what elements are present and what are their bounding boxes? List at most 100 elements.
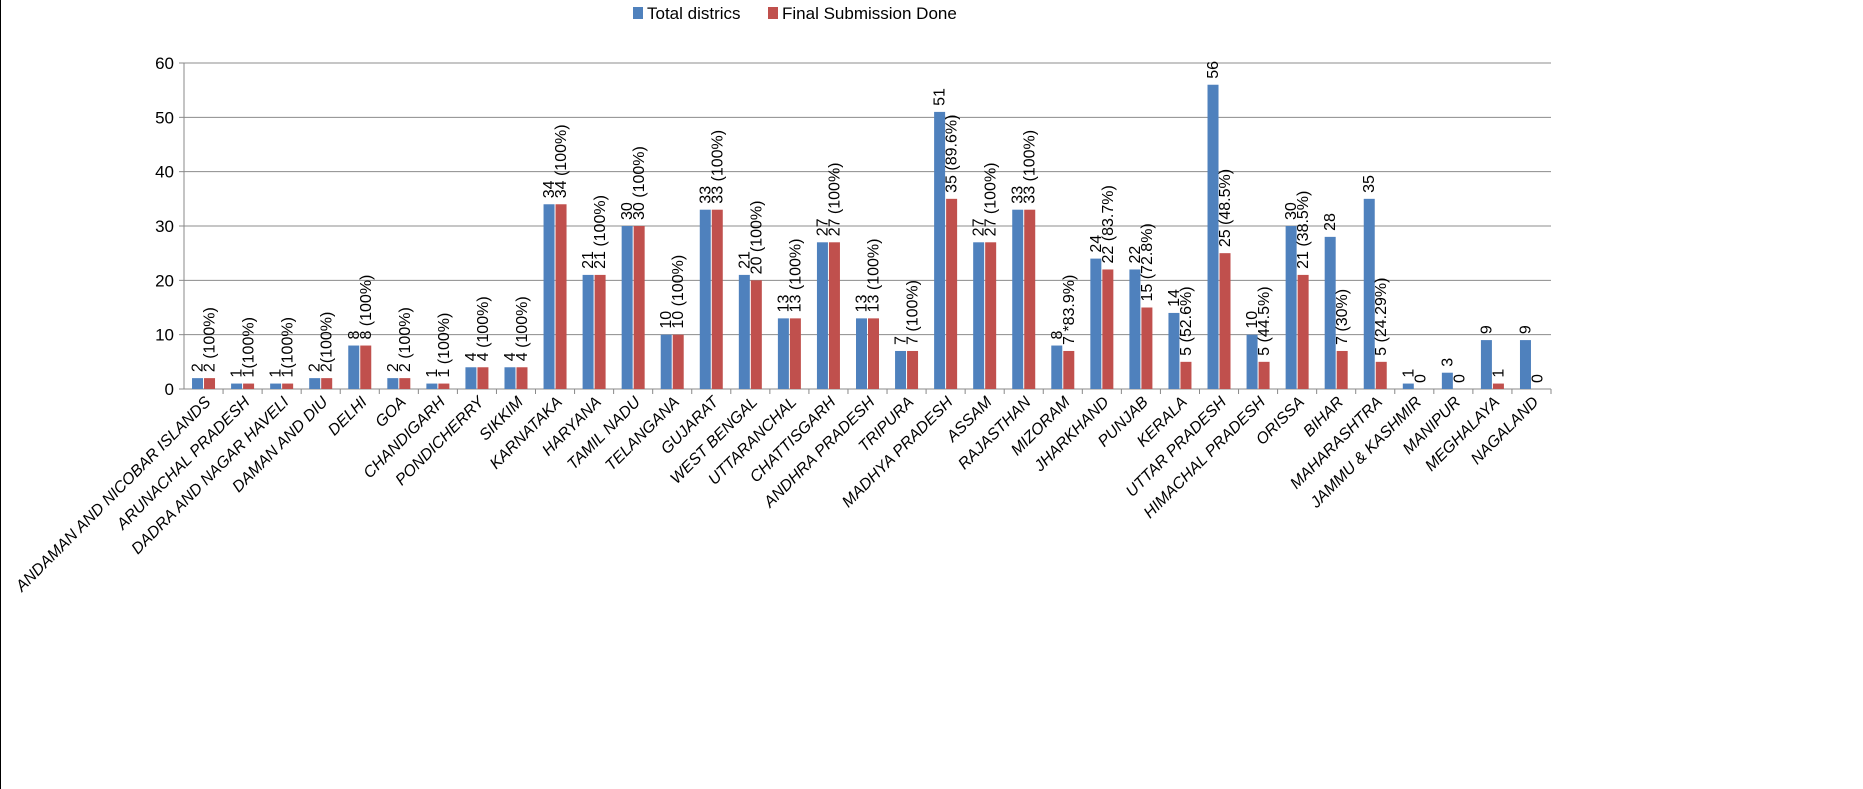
- data-label-total-districts: 10: [658, 311, 675, 329]
- bar-final-submission: [750, 280, 762, 389]
- bar-final-submission: [1297, 274, 1309, 389]
- data-label-final-submission: 33 (100%): [1022, 130, 1039, 204]
- bar-final-submission: [516, 367, 528, 389]
- data-label-total-districts: 33: [697, 186, 714, 204]
- data-label-total-districts: 2: [307, 363, 324, 372]
- y-tick-label: 10: [155, 326, 174, 345]
- bar-final-submission: [868, 318, 879, 389]
- bar-total-districts: [1129, 269, 1141, 389]
- bar-final-submission: [204, 378, 216, 389]
- data-label-total-districts: 8: [346, 331, 363, 340]
- bar-final-submission: [1336, 350, 1348, 389]
- data-label-final-submission: 7 *83.9%): [1061, 275, 1078, 345]
- y-tick-label: 30: [155, 217, 174, 236]
- bar-final-submission: [672, 334, 684, 389]
- bar-final-submission: [321, 378, 333, 389]
- y-tick-label: 0: [165, 380, 174, 399]
- bar-final-submission: [1219, 253, 1231, 389]
- bar-total-districts: [895, 350, 907, 389]
- bar-final-submission: [985, 242, 997, 389]
- bar-total-districts: [426, 383, 438, 389]
- data-label-total-districts: 9: [1517, 325, 1534, 334]
- y-tick-label: 20: [155, 271, 174, 290]
- data-label-total-districts: 35: [1361, 175, 1378, 193]
- data-label-total-districts: 10: [1244, 311, 1261, 329]
- bar-final-submission: [907, 350, 919, 389]
- legend-swatch-total-districts: [633, 7, 643, 19]
- data-label-final-submission: 2 (100%): [397, 307, 414, 372]
- data-label-final-submission: 5 (44.5%): [1256, 286, 1273, 355]
- bar-total-districts: [504, 367, 516, 389]
- data-label-total-districts: 2: [385, 363, 402, 372]
- bar-total-districts: [1090, 258, 1102, 389]
- bar-total-districts: [1246, 334, 1258, 389]
- data-label-total-districts: 8: [1049, 331, 1066, 340]
- data-label-total-districts: 4: [502, 352, 519, 361]
- data-label-final-submission: 1(100%): [241, 317, 258, 377]
- data-label-total-districts: 24: [1088, 235, 1105, 253]
- bar-final-submission: [1102, 269, 1114, 389]
- bar-final-submission: [477, 367, 489, 389]
- bar-total-districts: [934, 111, 946, 390]
- bar-total-districts: [1207, 84, 1219, 389]
- data-label-total-districts: 34: [541, 180, 558, 198]
- data-label-final-submission: 35 (89.6%): [944, 115, 961, 193]
- data-label-final-submission: 2(100%): [319, 312, 336, 372]
- data-label-final-submission: 15 (72.8%): [1139, 223, 1156, 301]
- data-label-total-districts: 14: [1166, 289, 1183, 307]
- bar-total-districts: [621, 226, 633, 389]
- data-label-total-districts: 9: [1478, 325, 1495, 334]
- data-label-total-districts: 22: [1127, 246, 1144, 264]
- x-tick-label: DELHI: [325, 393, 371, 439]
- data-label-final-submission: 33 (100%): [709, 130, 726, 204]
- data-label-final-submission: 21 (38.5%): [1295, 191, 1312, 269]
- data-label-final-submission: 8 (100%): [358, 275, 375, 340]
- bar-final-submission: [243, 383, 255, 389]
- bar-final-submission: [1258, 361, 1270, 389]
- data-label-final-submission: 7 (30%): [1334, 289, 1351, 345]
- bar-final-submission: [633, 226, 645, 389]
- data-label-final-submission: 10 (100%): [670, 255, 687, 329]
- bar-total-districts: [1012, 209, 1024, 389]
- data-label-final-submission: 4 (100%): [514, 296, 531, 361]
- bar-final-submission: [399, 378, 411, 389]
- bar-total-districts: [231, 383, 243, 389]
- data-label-total-districts: 51: [932, 88, 949, 106]
- data-label-total-districts: 1: [268, 369, 285, 378]
- bar-final-submission: [946, 198, 958, 389]
- bar-total-districts: [973, 242, 985, 389]
- bar-total-districts: [1441, 372, 1453, 389]
- bar-total-districts: [1480, 340, 1492, 389]
- data-label-final-submission: 0: [1529, 374, 1546, 383]
- data-label-final-submission: 34 (100%): [553, 124, 570, 198]
- data-label-final-submission: 1: [1490, 369, 1507, 378]
- data-label-final-submission: 0: [1412, 374, 1429, 383]
- bar-final-submission: [1141, 307, 1153, 389]
- data-label-total-districts: 21: [736, 251, 753, 269]
- data-label-total-districts: 28: [1322, 213, 1339, 231]
- bar-final-submission: [1375, 361, 1387, 389]
- data-label-final-submission: 27 (100%): [826, 162, 843, 236]
- data-label-total-districts: 13: [854, 294, 871, 312]
- bar-final-submission: [438, 383, 450, 389]
- bar-total-districts: [543, 204, 555, 389]
- data-label-final-submission: 13 (100%): [787, 239, 804, 313]
- bars: [192, 84, 1531, 390]
- bar-total-districts: [1168, 312, 1180, 389]
- data-label-final-submission: 27 (100%): [983, 162, 1000, 236]
- data-label-total-districts: 30: [1283, 202, 1300, 220]
- data-label-final-submission: 7 (100%): [905, 280, 922, 345]
- bar-final-submission: [1063, 350, 1075, 389]
- data-label-final-submission: 13 (100%): [866, 239, 883, 313]
- data-label-final-submission: 25 (48.5%): [1217, 169, 1234, 247]
- x-tick-label: DADRA AND NAGAR HAVELI: [129, 393, 293, 557]
- data-label-total-districts: 4: [463, 352, 480, 361]
- bar-total-districts: [1324, 236, 1336, 389]
- data-label-total-districts: 1: [229, 369, 246, 378]
- y-tick-label: 60: [155, 54, 174, 73]
- data-label-total-districts: 33: [1010, 186, 1027, 204]
- gridlines: [184, 62, 1551, 390]
